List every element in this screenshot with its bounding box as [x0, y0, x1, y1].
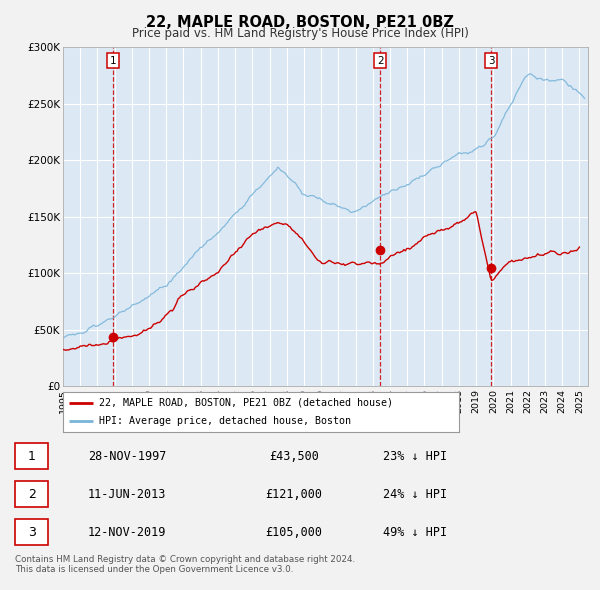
Text: 1: 1 — [28, 450, 35, 463]
Text: 3: 3 — [28, 526, 35, 539]
Text: 12-NOV-2019: 12-NOV-2019 — [88, 526, 166, 539]
Text: 22, MAPLE ROAD, BOSTON, PE21 0BZ: 22, MAPLE ROAD, BOSTON, PE21 0BZ — [146, 15, 454, 30]
Text: £105,000: £105,000 — [266, 526, 323, 539]
Text: 1: 1 — [110, 55, 116, 65]
FancyBboxPatch shape — [15, 519, 48, 545]
Text: 2: 2 — [377, 55, 384, 65]
Text: 3: 3 — [488, 55, 494, 65]
Text: 11-JUN-2013: 11-JUN-2013 — [88, 487, 166, 501]
Text: 24% ↓ HPI: 24% ↓ HPI — [383, 487, 447, 501]
Text: Contains HM Land Registry data © Crown copyright and database right 2024.
This d: Contains HM Land Registry data © Crown c… — [15, 555, 355, 574]
Text: 23% ↓ HPI: 23% ↓ HPI — [383, 450, 447, 463]
Text: 28-NOV-1997: 28-NOV-1997 — [88, 450, 166, 463]
Text: Price paid vs. HM Land Registry's House Price Index (HPI): Price paid vs. HM Land Registry's House … — [131, 27, 469, 40]
FancyBboxPatch shape — [15, 481, 48, 507]
FancyBboxPatch shape — [15, 443, 48, 469]
Text: 49% ↓ HPI: 49% ↓ HPI — [383, 526, 447, 539]
Text: £121,000: £121,000 — [266, 487, 323, 501]
Text: 2: 2 — [28, 487, 35, 501]
Text: 22, MAPLE ROAD, BOSTON, PE21 0BZ (detached house): 22, MAPLE ROAD, BOSTON, PE21 0BZ (detach… — [98, 398, 392, 408]
Text: £43,500: £43,500 — [269, 450, 319, 463]
Text: HPI: Average price, detached house, Boston: HPI: Average price, detached house, Bost… — [98, 416, 350, 426]
